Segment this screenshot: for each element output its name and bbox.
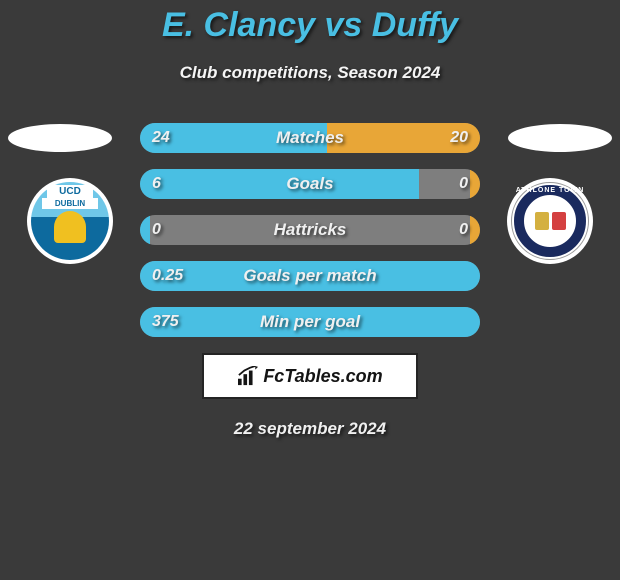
stat-label: Hattricks	[274, 220, 347, 240]
stat-row: 24 20 Matches	[140, 123, 480, 153]
date-line: 22 september 2024	[0, 419, 620, 439]
stat-row: 6 0 Goals	[140, 169, 480, 199]
stat-fill-right	[470, 169, 480, 199]
stat-label: Goals	[286, 174, 333, 194]
chart-icon	[237, 366, 259, 386]
stat-value-right: 0	[459, 175, 468, 193]
stat-fill-left	[140, 215, 150, 245]
stat-label: Matches	[276, 128, 344, 148]
stat-row: 0.25 Goals per match	[140, 261, 480, 291]
stats-area: 24 20 Matches 6 0 Goals 0 0 Hattricks 0.25 Goals p…	[0, 123, 620, 337]
stat-fill-left	[140, 169, 419, 199]
stat-value-right: 20	[450, 129, 468, 147]
stat-value-left: 0.25	[152, 267, 183, 285]
stat-value-left: 6	[152, 175, 161, 193]
stat-value-left: 0	[152, 221, 161, 239]
stat-row: 375 Min per goal	[140, 307, 480, 337]
stat-fill-right	[470, 215, 480, 245]
stat-value-right: 0	[459, 221, 468, 239]
stat-label: Goals per match	[243, 266, 376, 286]
brand-box[interactable]: FcTables.com	[202, 353, 418, 399]
stat-value-left: 24	[152, 129, 170, 147]
subtitle: Club competitions, Season 2024	[0, 63, 620, 83]
brand-text: FcTables.com	[263, 366, 382, 387]
stat-value-left: 375	[152, 313, 179, 331]
page-title: E. Clancy vs Duffy	[0, 0, 620, 45]
stat-label: Min per goal	[260, 312, 360, 332]
stat-row: 0 0 Hattricks	[140, 215, 480, 245]
